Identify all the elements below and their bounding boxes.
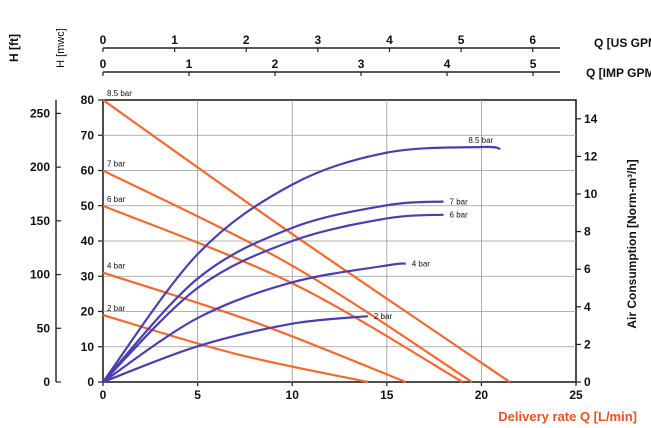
x-tick-label: 15 (380, 388, 394, 402)
y-axis-title-mwc: H [mwc] (55, 28, 67, 68)
air-curve-label: 4 bar (412, 260, 431, 269)
head-curve (102, 271, 407, 384)
x-tick-label: 25 (569, 388, 583, 402)
mwc-tick-label: 20 (81, 305, 95, 319)
air-curve (102, 262, 406, 383)
head-curve-label: 7 bar (107, 160, 126, 169)
top-axis-us-label: Q [US GPM] (594, 36, 651, 50)
top-us-tick-label: 3 (315, 33, 322, 47)
mwc-tick-label: 40 (81, 234, 95, 248)
top-us-tick-label: 4 (386, 33, 393, 47)
x-tick-label: 10 (286, 388, 300, 402)
x-tick-label: 0 (100, 388, 107, 402)
top-imp-tick-label: 3 (358, 57, 365, 71)
air-curve (102, 213, 444, 383)
air-tick-label: 14 (584, 112, 598, 126)
x-tick-label: 5 (194, 388, 201, 402)
tick-labels: 0 1 2 3 4 5 60 1 2 3 4 5050100150200250010203040506… (30, 33, 598, 402)
ft-tick-label: 100 (30, 268, 50, 282)
mwc-tick-label: 60 (81, 164, 95, 178)
head-curve-label: 4 bar (107, 262, 126, 271)
air-tick-label: 0 (584, 375, 591, 389)
top-axis-imp-label: Q [IMP GPM] (586, 66, 651, 80)
head-curve (102, 313, 369, 384)
mwc-tick-label: 70 (81, 128, 95, 142)
mwc-tick-label: 10 (81, 340, 95, 354)
series-labels: 8.5 bar 7 bar 6 bar 4 bar 2 bar 8.5 bar 7 bar 6… (107, 89, 494, 321)
air-tick-label: 12 (584, 149, 598, 163)
air-tick-label: 10 (584, 187, 598, 201)
mwc-tick-label: 50 (81, 199, 95, 213)
air-curve-label: 7 bar (450, 198, 469, 207)
y-axis-title-ft: H [ft] (7, 34, 21, 62)
ft-tick-label: 0 (43, 375, 50, 389)
ft-tick-label: 250 (30, 106, 50, 120)
air-curve (102, 145, 501, 383)
head-curve (102, 169, 473, 383)
head-curve-label: 8.5 bar (107, 89, 132, 98)
head-curve-label: 2 bar (107, 304, 126, 313)
ft-tick-label: 50 (37, 321, 51, 335)
mwc-tick-label: 80 (81, 93, 95, 107)
air-series (102, 145, 501, 384)
mwc-tick-label: 30 (81, 269, 95, 283)
top-imp-tick-label: 0 (100, 57, 107, 71)
head-curve-label: 6 bar (107, 195, 126, 204)
grid (55, 47, 581, 386)
top-imp-tick-label: 4 (444, 57, 451, 71)
air-tick-label: 6 (584, 262, 591, 276)
air-tick-label: 8 (584, 225, 591, 239)
air-curve-label: 2 bar (374, 312, 393, 321)
top-us-tick-label: 6 (529, 33, 536, 47)
x-axis-title: Delivery rate Q [L/min] (498, 409, 637, 424)
top-us-tick-label: 1 (171, 33, 178, 47)
top-imp-tick-label: 1 (186, 57, 193, 71)
air-curve (102, 200, 444, 383)
top-imp-tick-label: 5 (530, 57, 537, 71)
y-axis-title-right: Air Consumption [Norm-m³/h] (625, 159, 639, 328)
top-us-tick-label: 0 (100, 33, 107, 47)
top-us-tick-label: 5 (458, 33, 465, 47)
mwc-tick-label: 0 (87, 375, 94, 389)
top-imp-tick-label: 2 (272, 57, 279, 71)
x-tick-label: 20 (475, 388, 489, 402)
top-us-tick-label: 2 (243, 33, 250, 47)
head-curve (102, 99, 511, 383)
air-tick-label: 2 (584, 337, 591, 351)
ft-tick-label: 150 (30, 214, 50, 228)
air-curve-label: 8.5 bar (468, 136, 493, 145)
ft-tick-label: 200 (30, 160, 50, 174)
air-curve (102, 315, 368, 384)
air-curve-label: 6 bar (450, 211, 469, 220)
air-tick-label: 4 (584, 300, 591, 314)
